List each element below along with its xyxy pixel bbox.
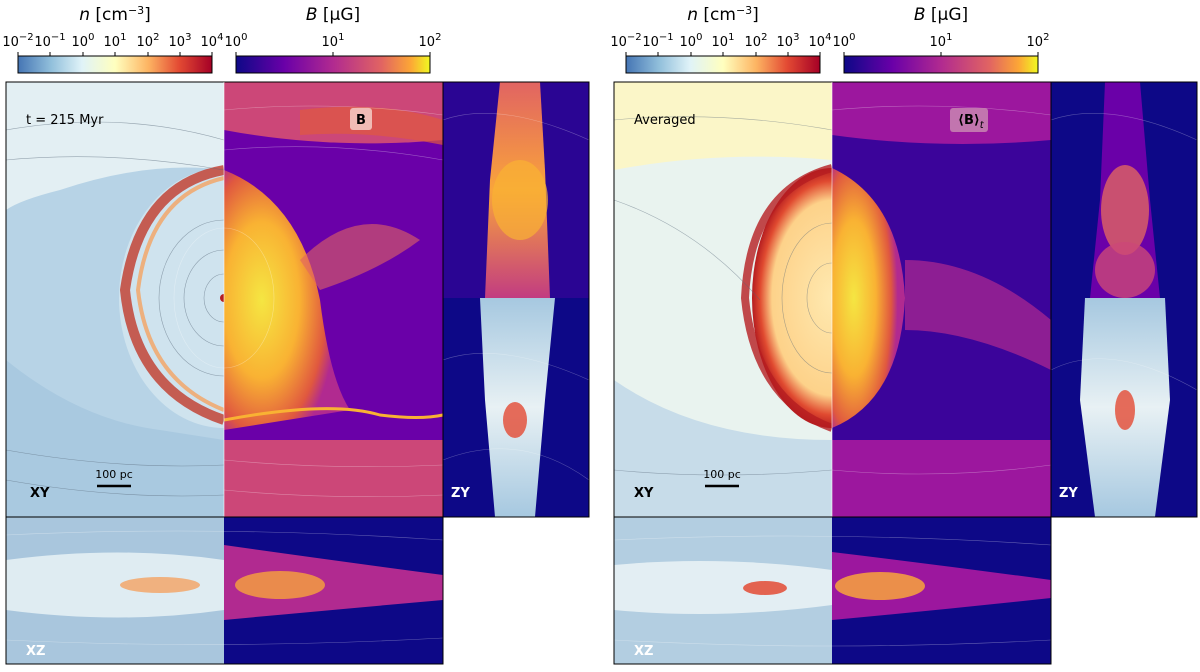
xz-label: XZ (26, 644, 45, 659)
tick-label: 102 (1027, 32, 1050, 50)
scale-bar-label: 100 pc (703, 468, 741, 481)
right-figure: n [cm−3] 10−2 10−1 100 101 102 103 104 B… (610, 4, 1198, 665)
tick-label: 100 (72, 32, 95, 50)
bfield-colorbar-right: B [μG] 100 101 102 (833, 5, 1050, 74)
zy-label: ZY (1059, 486, 1078, 501)
left-figure: n [cm−3] 10−2 10−1 100 101 102 103 104 B… (2, 4, 590, 665)
tick-label: 101 (322, 32, 345, 50)
xy-label: XY (634, 486, 654, 501)
field-label-box (350, 108, 372, 130)
density-colorbar-title: n [cm−3] (687, 4, 759, 25)
bfield-colorbar-gradient (843, 55, 1039, 74)
density-colorbar-gradient (17, 55, 213, 74)
tick-label: 10−1 (34, 32, 65, 50)
tick-label: 103 (777, 32, 800, 50)
field-label-box (950, 108, 988, 132)
field-label: B (356, 113, 366, 128)
xy-panel-left: t = 215 Myr B 100 pc XY (5, 81, 444, 518)
zy-panel-right: ZY (1050, 81, 1198, 518)
xz-panel-right: XZ (613, 516, 1052, 665)
density-ticks: 10−2 10−1 100 101 102 103 104 (2, 32, 223, 50)
bfield-colorbar-left: B [μG] 100 101 102 (225, 5, 442, 74)
tick-label: 104 (201, 32, 224, 50)
zy-panel-left: ZY (442, 81, 590, 518)
tick-label: 101 (104, 32, 127, 50)
tick-label: 10−2 (610, 32, 641, 50)
bfield-colorbar-gradient (235, 55, 431, 74)
xz-label: XZ (634, 644, 653, 659)
tick-label: 10−2 (2, 32, 33, 50)
tick-label: 10−1 (642, 32, 673, 50)
tick-label: 101 (712, 32, 735, 50)
density-colorbar-left: n [cm−3] 10−2 10−1 100 101 102 103 104 (2, 4, 223, 74)
bfield-colorbar-title: B [μG] (306, 5, 360, 25)
tick-label: 102 (745, 32, 768, 50)
xy-panel-right: Averaged ⟨B⟩t 100 pc XY (613, 81, 1052, 518)
tick-label: 102 (419, 32, 442, 50)
tick-label: 100 (680, 32, 703, 50)
tick-label: 100 (833, 32, 856, 50)
xy-label: XY (30, 486, 50, 501)
bfield-colorbar-title: B [μG] (914, 5, 968, 25)
tick-label: 104 (809, 32, 832, 50)
density-colorbar-gradient (625, 55, 821, 74)
tick-label: 102 (137, 32, 160, 50)
tick-label: 101 (930, 32, 953, 50)
density-colorbar-title: n [cm−3] (79, 4, 151, 25)
field-label: ⟨B⟩t (958, 113, 985, 131)
zy-label: ZY (451, 486, 470, 501)
tick-label: 100 (225, 32, 248, 50)
time-label: t = 215 Myr (26, 113, 104, 128)
scale-bar-label: 100 pc (95, 468, 133, 481)
density-colorbar-right: n [cm−3] 10−2 10−1 100 101 102 103 104 (610, 4, 832, 74)
time-label: Averaged (634, 113, 696, 128)
tick-label: 103 (169, 32, 192, 50)
xz-panel-left: XZ (5, 516, 444, 665)
